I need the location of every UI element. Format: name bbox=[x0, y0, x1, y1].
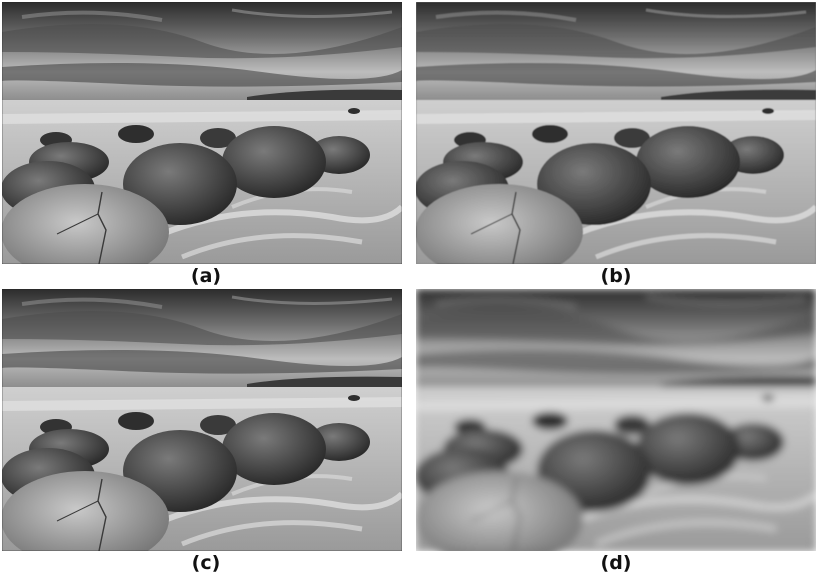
caption-d: (d) bbox=[600, 552, 632, 574]
beach-boulders-photo-c bbox=[2, 289, 402, 551]
panel-d-image bbox=[416, 289, 816, 551]
caption-b: (b) bbox=[600, 265, 632, 287]
beach-boulders-photo-d bbox=[416, 289, 816, 551]
caption-c: (c) bbox=[191, 552, 221, 574]
beach-boulders-photo-b bbox=[416, 2, 816, 264]
panel-c-image bbox=[2, 289, 402, 551]
panel-a-image bbox=[2, 2, 402, 264]
panel-b-image bbox=[416, 2, 816, 264]
caption-a: (a) bbox=[190, 265, 222, 287]
beach-boulders-photo-a bbox=[2, 2, 402, 264]
